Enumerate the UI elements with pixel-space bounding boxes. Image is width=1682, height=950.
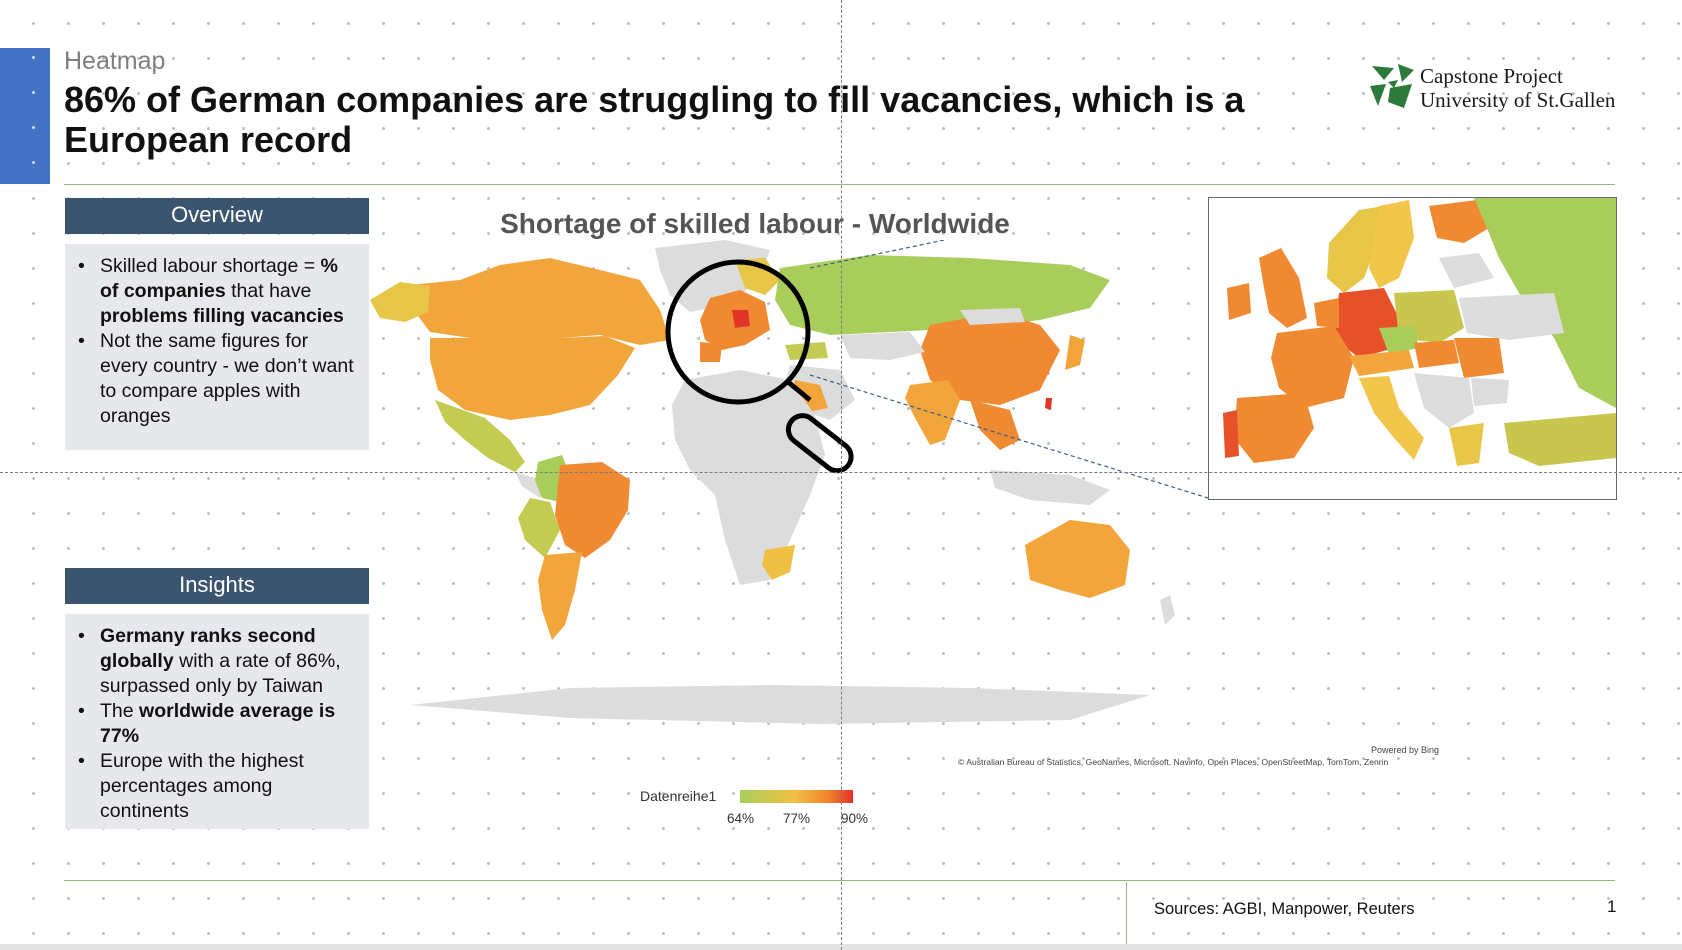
insights-heading: Insights bbox=[65, 568, 369, 604]
map-powered-by: Powered by Bing bbox=[1371, 745, 1440, 755]
kazakhstan-shape bbox=[840, 332, 925, 360]
leaf-logo-icon bbox=[1370, 64, 1414, 108]
taiwan-shape bbox=[1045, 398, 1052, 410]
inset-bulgaria-shape bbox=[1471, 378, 1509, 406]
legend-series-name: Datenreihe1 bbox=[640, 788, 717, 804]
inset-hungary-shape bbox=[1414, 340, 1459, 368]
footer-separator bbox=[1126, 882, 1127, 944]
inset-benelux-shape bbox=[1314, 298, 1339, 328]
antarctica-shape bbox=[410, 685, 1150, 724]
logo-line-1: Capstone Project bbox=[1420, 64, 1563, 88]
overview-bullet-1-mid: that have bbox=[225, 280, 312, 302]
insights-bullet-2-pre: The bbox=[100, 700, 140, 722]
japan-shape bbox=[1065, 335, 1085, 370]
new-zealand-shape bbox=[1160, 595, 1175, 625]
vertical-guide bbox=[841, 0, 842, 950]
footer-rule bbox=[64, 880, 1615, 881]
insights-bullet-3: Europe with the highest percentages amon… bbox=[78, 749, 357, 824]
brazil-shape bbox=[555, 462, 630, 558]
accent-bar bbox=[0, 48, 50, 184]
germany-shape bbox=[732, 310, 750, 328]
overview-bullet-1: Skilled labour shortage = % of companies… bbox=[78, 254, 357, 329]
map-title: Shortage of skilled labour - Worldwide bbox=[500, 208, 1010, 239]
sources-text: Sources: AGBI, Manpower, Reuters bbox=[1154, 900, 1415, 918]
inset-ukraine-shape bbox=[1459, 293, 1564, 340]
canada-shape bbox=[410, 258, 670, 345]
horizontal-guide bbox=[0, 472, 1682, 473]
page-number: 1 bbox=[1607, 897, 1617, 916]
header-rule bbox=[64, 184, 1615, 185]
iberia-shape bbox=[700, 342, 722, 362]
southeast-asia-shape bbox=[970, 400, 1020, 450]
university-logo: Capstone Project University of St.Gallen bbox=[1368, 62, 1618, 114]
insights-bullet-1: Germany ranks second globally with a rat… bbox=[78, 624, 357, 699]
section-label: Heatmap bbox=[64, 47, 166, 75]
overview-heading: Overview bbox=[65, 198, 369, 234]
southern-cone-shape bbox=[538, 552, 582, 640]
legend-min-label: 64% bbox=[727, 811, 755, 826]
legend-mid-label: 77% bbox=[783, 811, 811, 826]
insights-bullet-2: The worldwide average is 77% bbox=[78, 699, 357, 749]
insights-panel: Germany ranks second globally with a rat… bbox=[65, 614, 369, 829]
australia-shape bbox=[1025, 520, 1130, 598]
overview-panel: Skilled labour shortage = % of companies… bbox=[65, 244, 369, 450]
legend-color-scale bbox=[740, 790, 853, 803]
map-attribution: © Australian Bureau of Statistics, GeoNa… bbox=[958, 757, 1389, 767]
legend-max-label: 90% bbox=[841, 811, 869, 826]
overview-bullet-1-pre: Skilled labour shortage = bbox=[100, 255, 321, 277]
overview-bullet-2: Not the same figures for every country -… bbox=[78, 329, 357, 429]
slide-title: 86% of German companies are struggling t… bbox=[64, 79, 1245, 160]
overview-bullet-1-bold-2: problems filling vacancies bbox=[100, 305, 344, 327]
mongolia-shape bbox=[960, 308, 1025, 325]
peru-shape bbox=[518, 498, 560, 558]
indonesia-shape bbox=[990, 470, 1110, 505]
inset-portugal-shape bbox=[1223, 410, 1239, 458]
europe-inset-map bbox=[1208, 197, 1617, 500]
usa-shape bbox=[430, 336, 635, 420]
europe-inset-svg bbox=[1209, 198, 1616, 499]
logo-line-2: University of St.Gallen bbox=[1420, 88, 1616, 112]
